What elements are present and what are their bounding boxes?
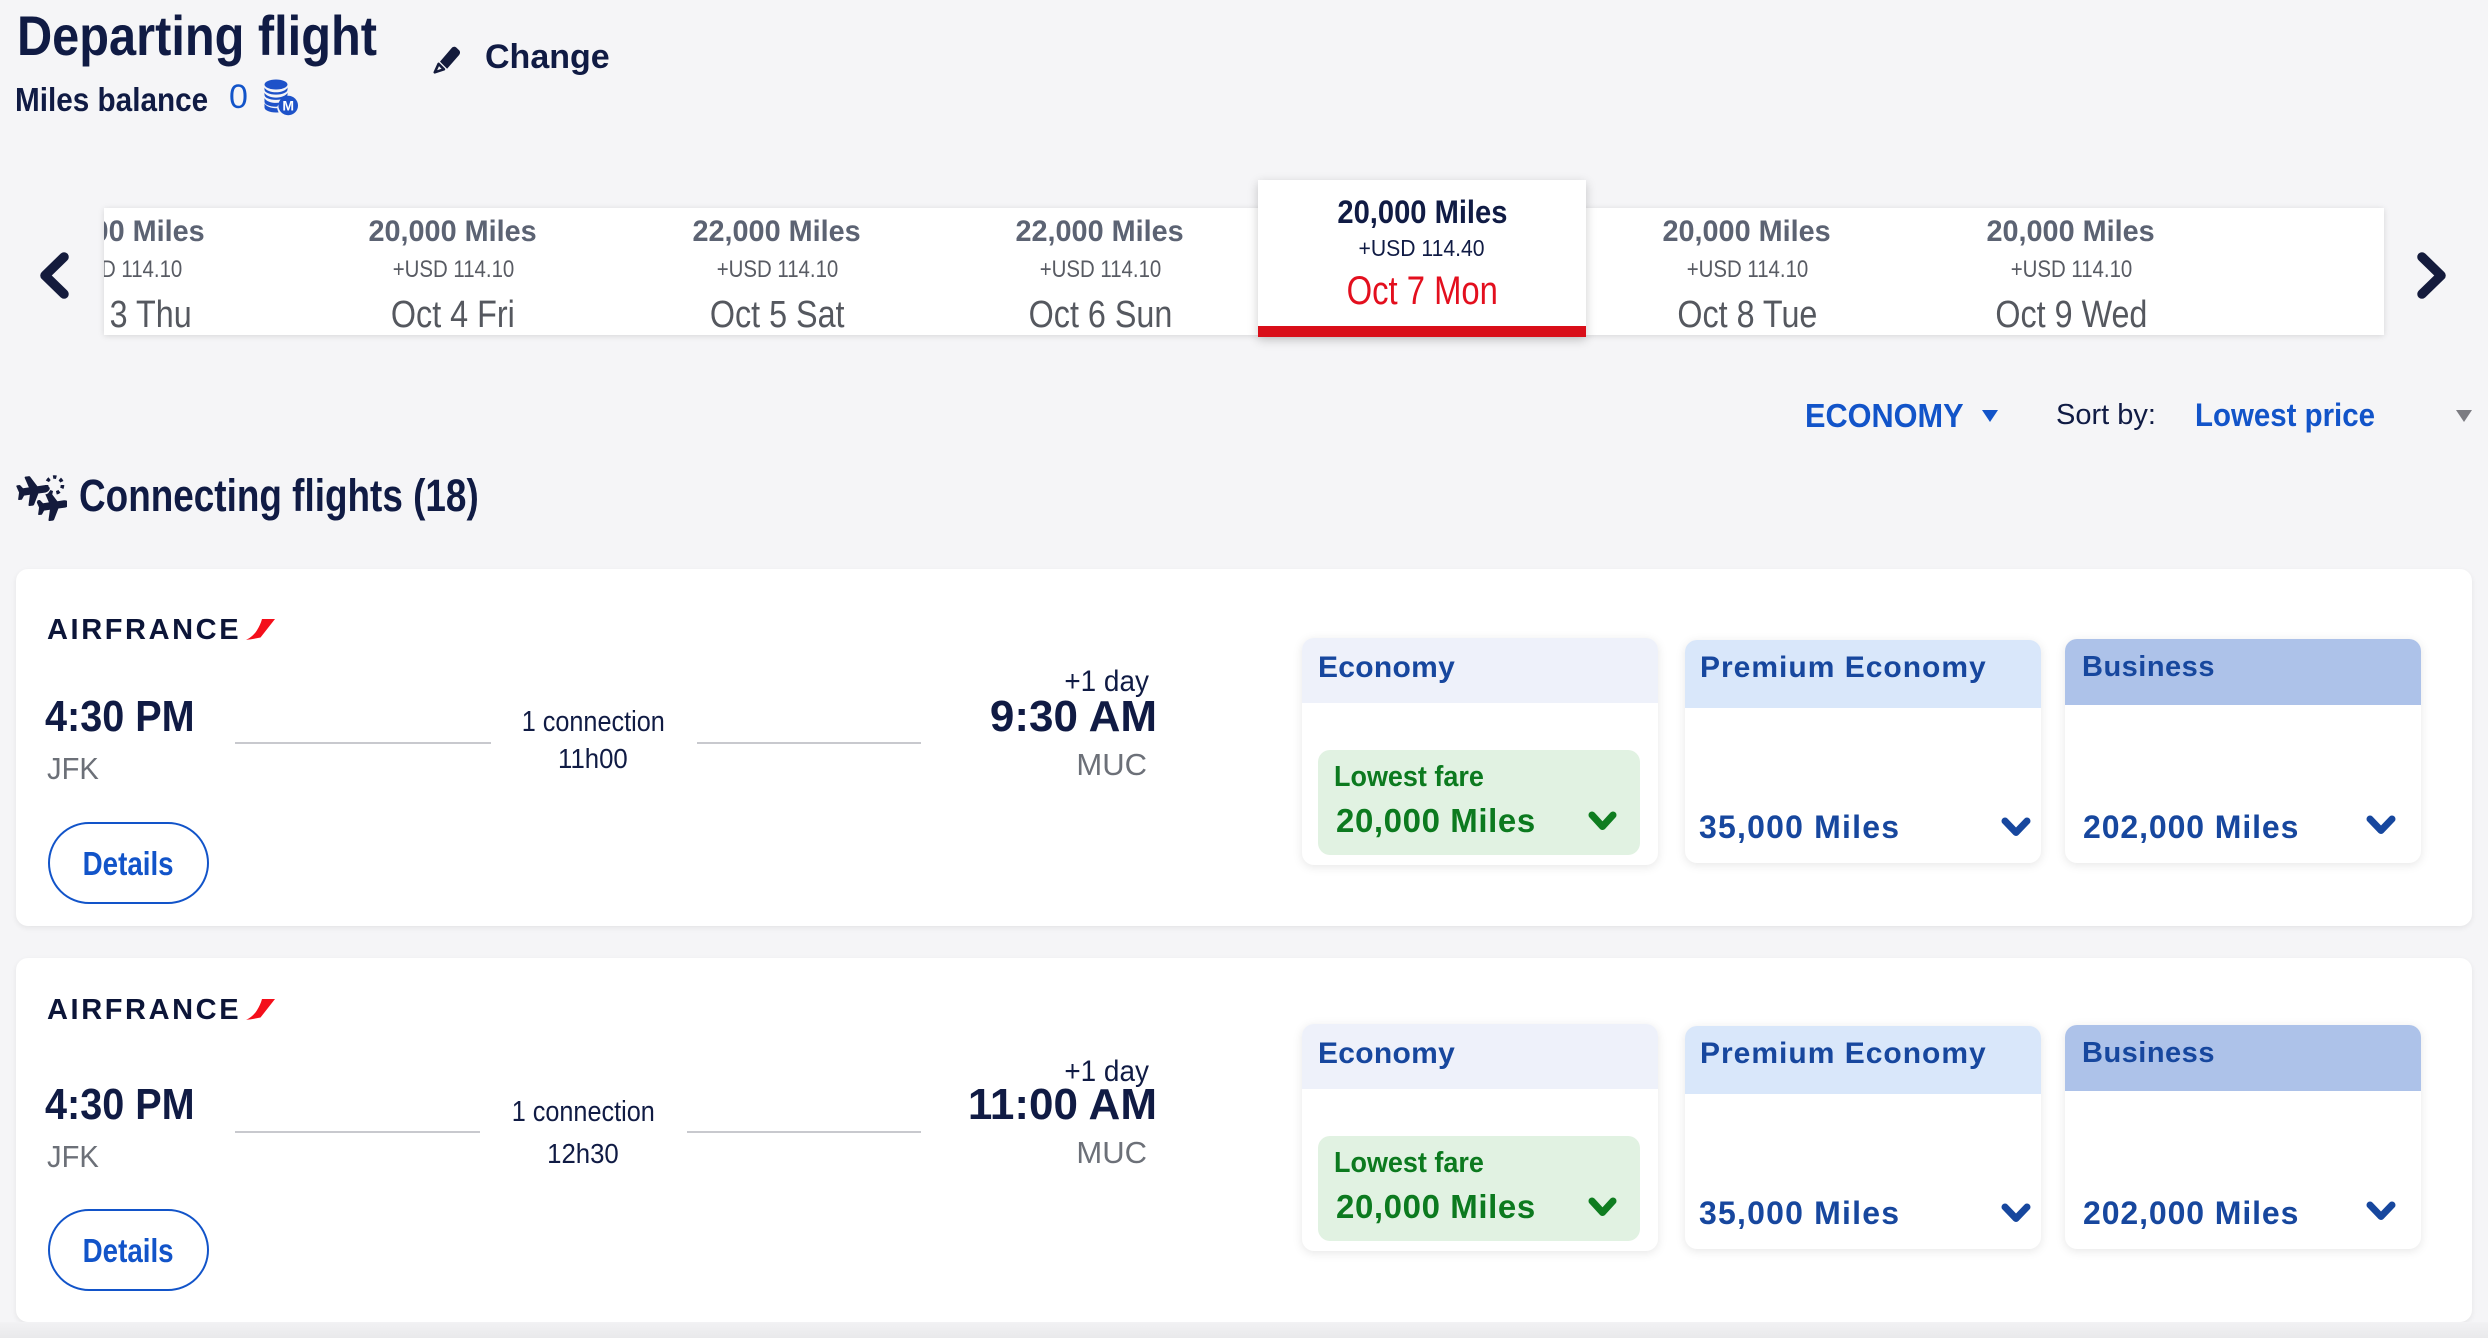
svg-text:M: M xyxy=(282,98,294,114)
